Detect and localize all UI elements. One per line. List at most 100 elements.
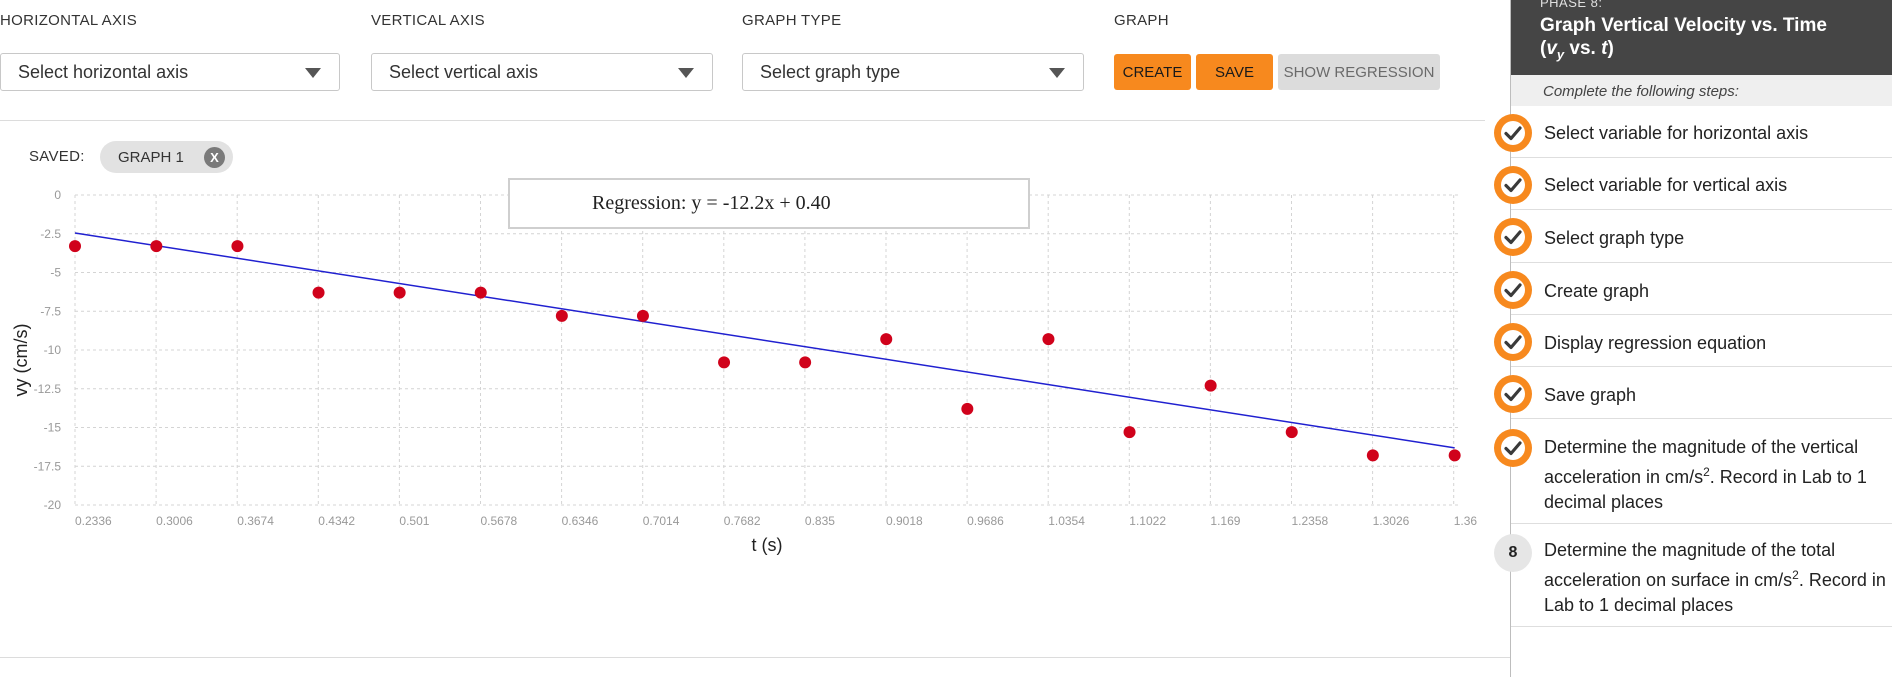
- step-text: Select variable for horizontal axis: [1544, 123, 1809, 143]
- show-regression-button[interactable]: SHOW REGRESSION: [1278, 54, 1440, 90]
- y-tick-label: -10: [44, 343, 62, 357]
- step-text: Select graph type: [1544, 228, 1685, 248]
- phase-label: PHASE 8:: [1540, 0, 1603, 10]
- divider: [0, 120, 1485, 121]
- data-point: [1366, 449, 1379, 462]
- x-tick-label: 1.1022: [1129, 514, 1166, 528]
- y-tick-label: 0: [54, 188, 61, 202]
- step-text: Create graph: [1544, 281, 1650, 301]
- step-text-a: Determine the magnitude of the total acc…: [1544, 540, 1836, 590]
- x-tick-label: 0.7014: [643, 514, 680, 528]
- velocity-time-chart: 0 -2.5 -5 -7.5 -10 -12.5 -15 -17.5 -20 0.2336 0.30…: [11, 188, 1478, 555]
- save-button[interactable]: SAVE: [1196, 54, 1273, 90]
- step-text-sup: 2: [1792, 568, 1799, 582]
- chevron-down-icon: [678, 68, 694, 78]
- data-point: [636, 309, 649, 322]
- data-point: [1204, 379, 1217, 392]
- step-item: Select variable for vertical axis: [1494, 158, 1892, 210]
- checkmark-icon: [1494, 429, 1532, 467]
- x-tick-label: 0.2336: [75, 514, 112, 528]
- data-point: [231, 240, 244, 253]
- chevron-down-icon: [305, 68, 321, 78]
- x-tick-label: 0.4342: [318, 514, 355, 528]
- phase-title-t: t: [1601, 38, 1608, 59]
- step-text: Select variable for vertical axis: [1544, 175, 1788, 195]
- step-text: Determine the magnitude of the vertical …: [1544, 435, 1889, 515]
- x-tick-label: 1.0354: [1048, 514, 1085, 528]
- vertical-axis-label: VERTICAL AXIS: [371, 12, 485, 29]
- vertical-axis-select[interactable]: Select vertical axis: [371, 53, 713, 91]
- regression-equation: Regression: y = -12.2x + 0.40: [508, 178, 1030, 229]
- x-tick-label: 0.501: [399, 514, 429, 528]
- graph-type-select-value: Select graph type: [760, 61, 901, 82]
- data-point: [393, 286, 406, 299]
- data-point: [961, 402, 974, 415]
- x-tick-label: 0.7682: [724, 514, 761, 528]
- data-point: [799, 356, 812, 369]
- phase-title: Graph Vertical Velocity vs. Time (vy vs.…: [1540, 15, 1827, 62]
- step-item: Determine the magnitude of the vertical …: [1494, 419, 1892, 524]
- step-text-b: . Record in Lab to 1 decimal places: [1544, 467, 1867, 512]
- close-icon[interactable]: X: [204, 147, 225, 168]
- instructions-panel: PHASE 8: Graph Vertical Velocity vs. Tim…: [1494, 0, 1892, 677]
- horizontal-axis-select-value: Select horizontal axis: [18, 61, 189, 82]
- vertical-axis-select-value: Select vertical axis: [389, 61, 539, 82]
- checkmark-icon: [1494, 271, 1532, 309]
- x-tick-label: 0.9018: [886, 514, 923, 528]
- divider: [0, 657, 1510, 658]
- data-point: [718, 356, 731, 369]
- data-point: [555, 309, 568, 322]
- checkmark-icon: [1494, 375, 1532, 413]
- step-item: Display regression equation: [1494, 315, 1892, 367]
- step-item: Select variable for horizontal axis: [1494, 106, 1892, 158]
- horizontal-axis-select[interactable]: Select horizontal axis: [0, 53, 340, 91]
- step-text-sup: 2: [1703, 465, 1710, 479]
- x-tick-label: 0.5678: [481, 514, 518, 528]
- x-tick-label: 0.3006: [156, 514, 193, 528]
- y-tick-label: -12.5: [34, 382, 62, 396]
- saved-graph-chip[interactable]: GRAPH 1 X: [100, 141, 233, 173]
- data-point: [474, 286, 487, 299]
- data-point: [1042, 333, 1055, 346]
- x-tick-label: 1.169: [1210, 514, 1240, 528]
- create-button[interactable]: CREATE: [1114, 54, 1191, 90]
- data-point: [1123, 426, 1136, 439]
- graph-type-select[interactable]: Select graph type: [742, 53, 1084, 91]
- x-tick-label: 1.2358: [1292, 514, 1329, 528]
- phase-title-sub: y: [1556, 46, 1565, 62]
- step-number: 8: [1494, 534, 1532, 572]
- data-point: [69, 240, 81, 253]
- data-point: [880, 333, 893, 346]
- step-text-a: Determine the magnitude of the vertical …: [1544, 437, 1859, 487]
- data-point: [150, 240, 163, 253]
- saved-label: SAVED:: [29, 148, 85, 165]
- y-tick-label: -2.5: [40, 227, 61, 241]
- step-text: Determine the magnitude of the total acc…: [1544, 538, 1889, 618]
- x-tick-label: 0.3674: [237, 514, 274, 528]
- x-tick-label: 1.36: [1454, 514, 1478, 528]
- step-text-b: . Record in Lab to 1 decimal places: [1544, 570, 1886, 615]
- data-point: [1448, 449, 1461, 462]
- x-tick-label: 0.6346: [562, 514, 599, 528]
- chevron-down-icon: [1049, 68, 1065, 78]
- y-tick-label: -5: [50, 266, 61, 280]
- graph-label: GRAPH: [1114, 12, 1169, 29]
- checkmark-icon: [1494, 323, 1532, 361]
- checkmark-icon: [1494, 166, 1532, 204]
- x-axis-label: t (s): [752, 535, 783, 555]
- step-text: Display regression equation: [1544, 333, 1767, 353]
- phase-title-v: v: [1546, 38, 1557, 59]
- data-point: [312, 286, 325, 299]
- phase-title-rest: vs.: [1564, 38, 1602, 59]
- x-tick-label: 0.835: [805, 514, 835, 528]
- checkmark-icon: [1494, 114, 1532, 152]
- step-item: Save graph: [1494, 367, 1892, 419]
- horizontal-axis-label: HORIZONTAL AXIS: [0, 12, 138, 29]
- saved-graph-chip-label: GRAPH 1: [118, 148, 184, 166]
- x-tick-label: 0.9686: [967, 514, 1004, 528]
- y-axis-label: vy (cm/s): [11, 324, 31, 397]
- step-text: Save graph: [1544, 385, 1637, 405]
- checkmark-icon: [1494, 218, 1532, 256]
- step-item: Create graph: [1494, 263, 1892, 315]
